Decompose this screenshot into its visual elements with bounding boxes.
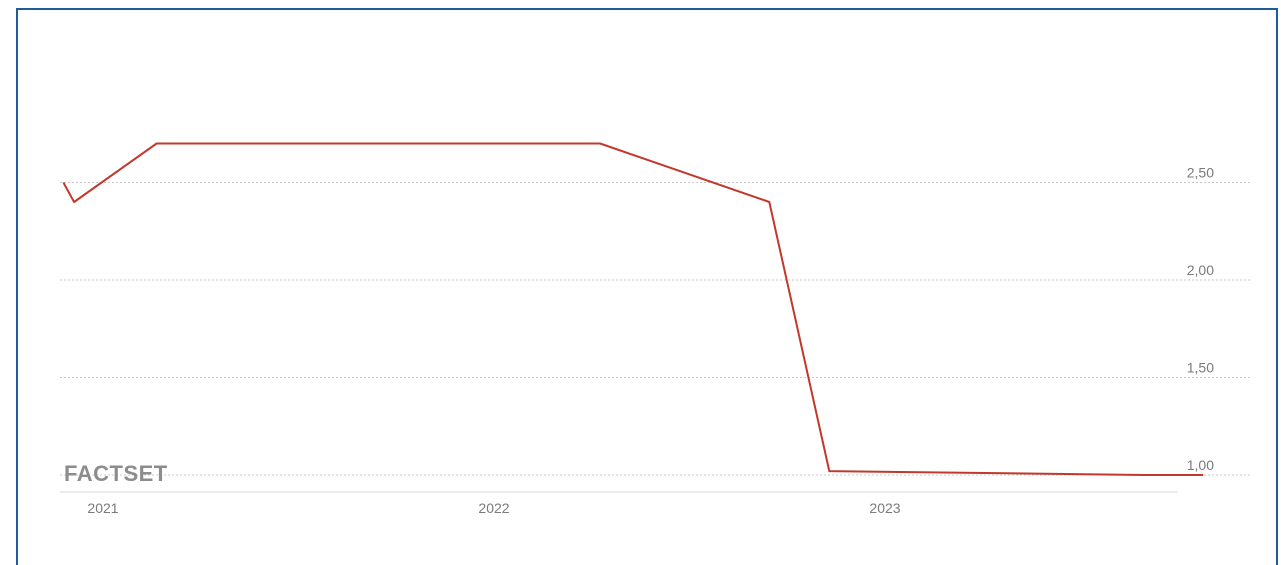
- y-tick-label: 1,00: [1187, 457, 1214, 473]
- x-tick-label: 2021: [87, 500, 118, 516]
- factset-logo: FACTSET: [64, 461, 168, 486]
- series-line: [62, 142, 1204, 476]
- x-axis: 2021 2022 2023: [87, 500, 900, 516]
- chart-frame: [16, 8, 1278, 565]
- x-tick-label: 2023: [869, 500, 900, 516]
- gridlines: [60, 182, 1252, 476]
- y-tick-label: 2,50: [1187, 165, 1214, 181]
- y-tick-label: 2,00: [1187, 262, 1214, 278]
- x-tick-label: 2022: [478, 500, 509, 516]
- y-tick-label: 1,50: [1187, 360, 1214, 376]
- series-group: [62, 142, 1204, 476]
- y-axis: 1,00 1,50 2,00 2,50: [1187, 165, 1214, 474]
